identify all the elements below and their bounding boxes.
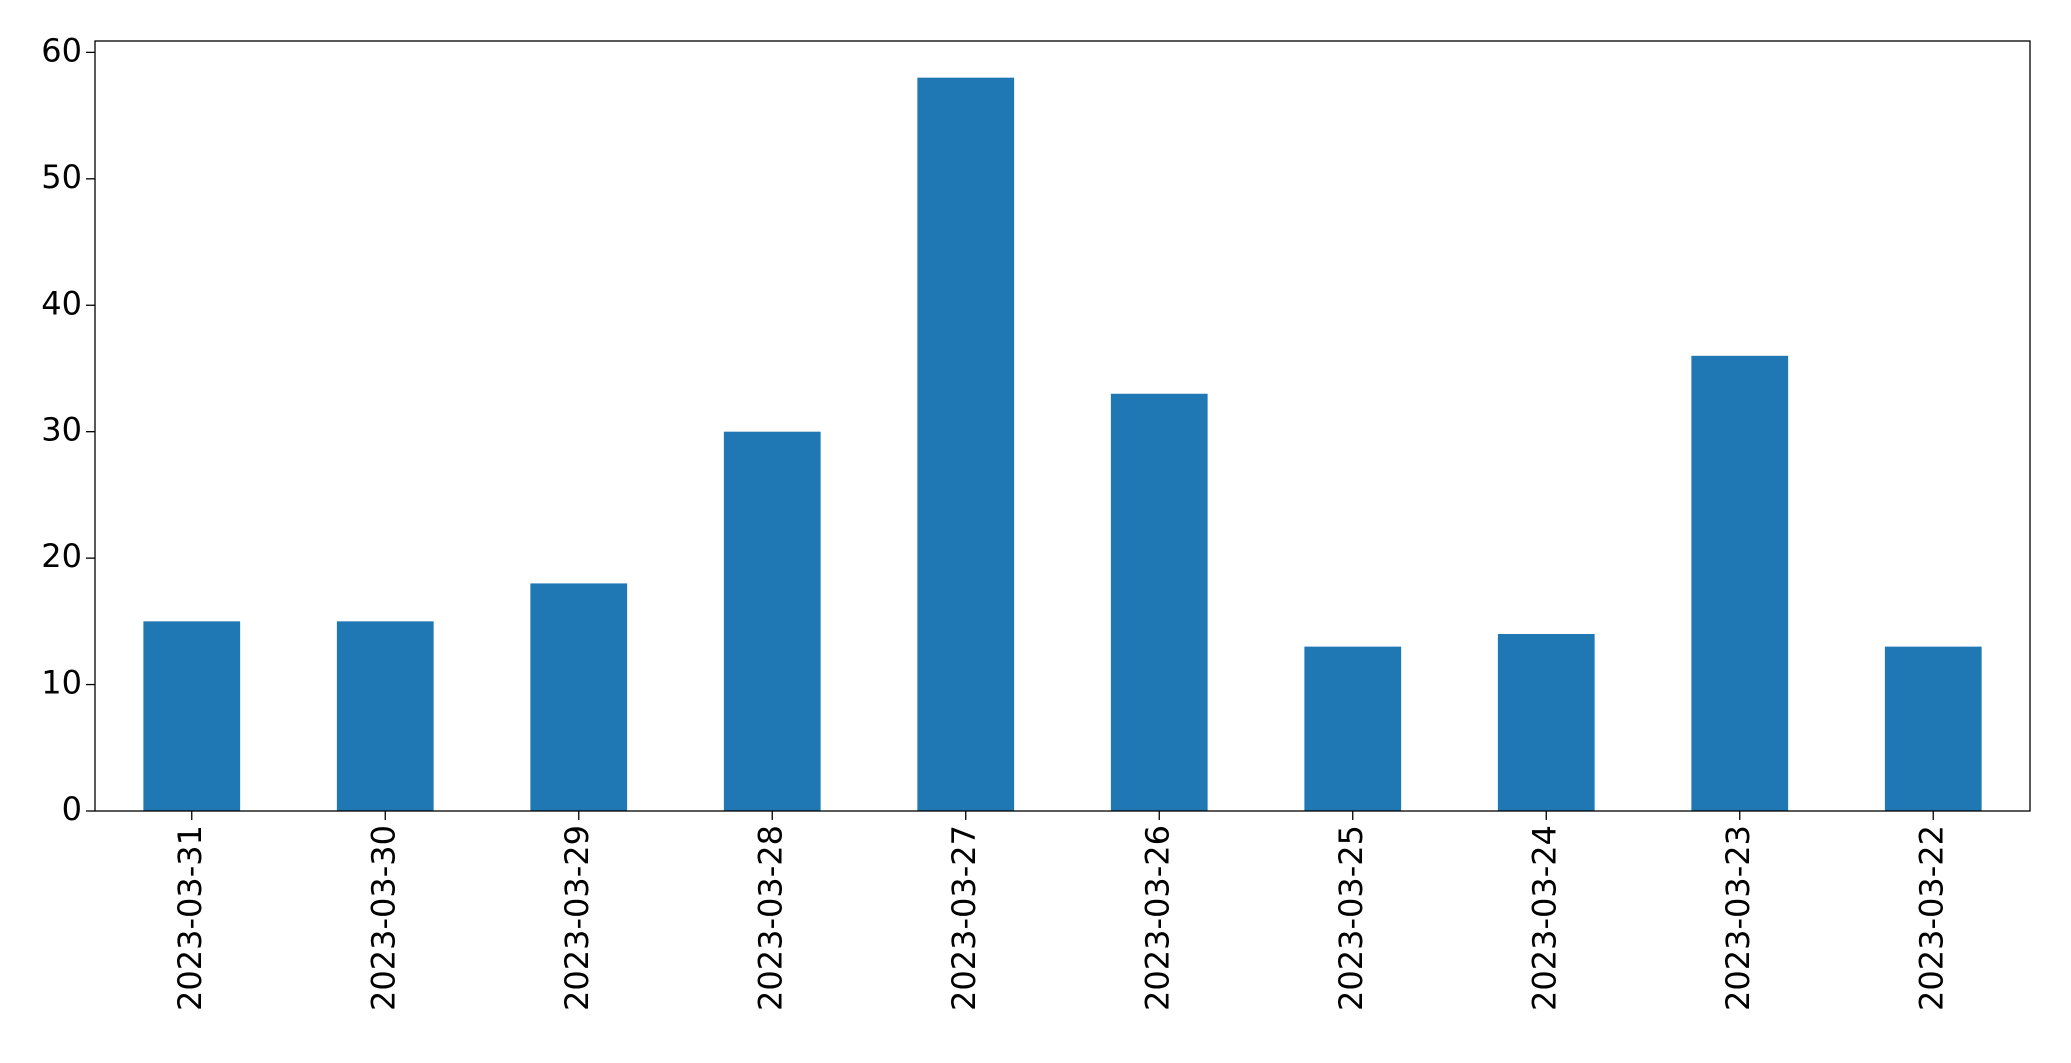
y-tick-label: 30 <box>41 411 82 449</box>
x-tick-label: 2023-03-30 <box>364 825 402 1011</box>
x-tick-label: 2023-03-28 <box>751 825 789 1011</box>
bar <box>1497 633 1595 811</box>
bar <box>143 621 241 811</box>
y-tick-label: 0 <box>62 790 82 828</box>
x-tick-label: 2023-03-25 <box>1332 825 1370 1011</box>
bar <box>1110 393 1208 811</box>
x-tick-label: 2023-03-23 <box>1719 825 1757 1011</box>
y-tick-label: 10 <box>41 664 82 702</box>
bar <box>917 77 1015 811</box>
x-tick-label: 2023-03-29 <box>558 825 596 1011</box>
y-tick-label: 40 <box>41 284 82 322</box>
x-tick-label: 2023-03-26 <box>1138 825 1176 1011</box>
x-tick-label: 2023-03-22 <box>1912 825 1950 1011</box>
axes-frame <box>94 40 2031 812</box>
y-tick-label: 60 <box>41 31 82 69</box>
y-tick-label: 50 <box>41 158 82 196</box>
bar <box>530 583 628 811</box>
bar <box>1884 646 1982 811</box>
x-tick-label: 2023-03-24 <box>1525 825 1563 1011</box>
x-tick-label: 2023-03-27 <box>945 825 983 1011</box>
bar <box>723 431 821 811</box>
y-tick-label: 20 <box>41 537 82 575</box>
bar <box>1691 355 1789 811</box>
bar <box>1304 646 1402 811</box>
bar <box>336 621 434 811</box>
x-tick-label: 2023-03-31 <box>171 825 209 1011</box>
